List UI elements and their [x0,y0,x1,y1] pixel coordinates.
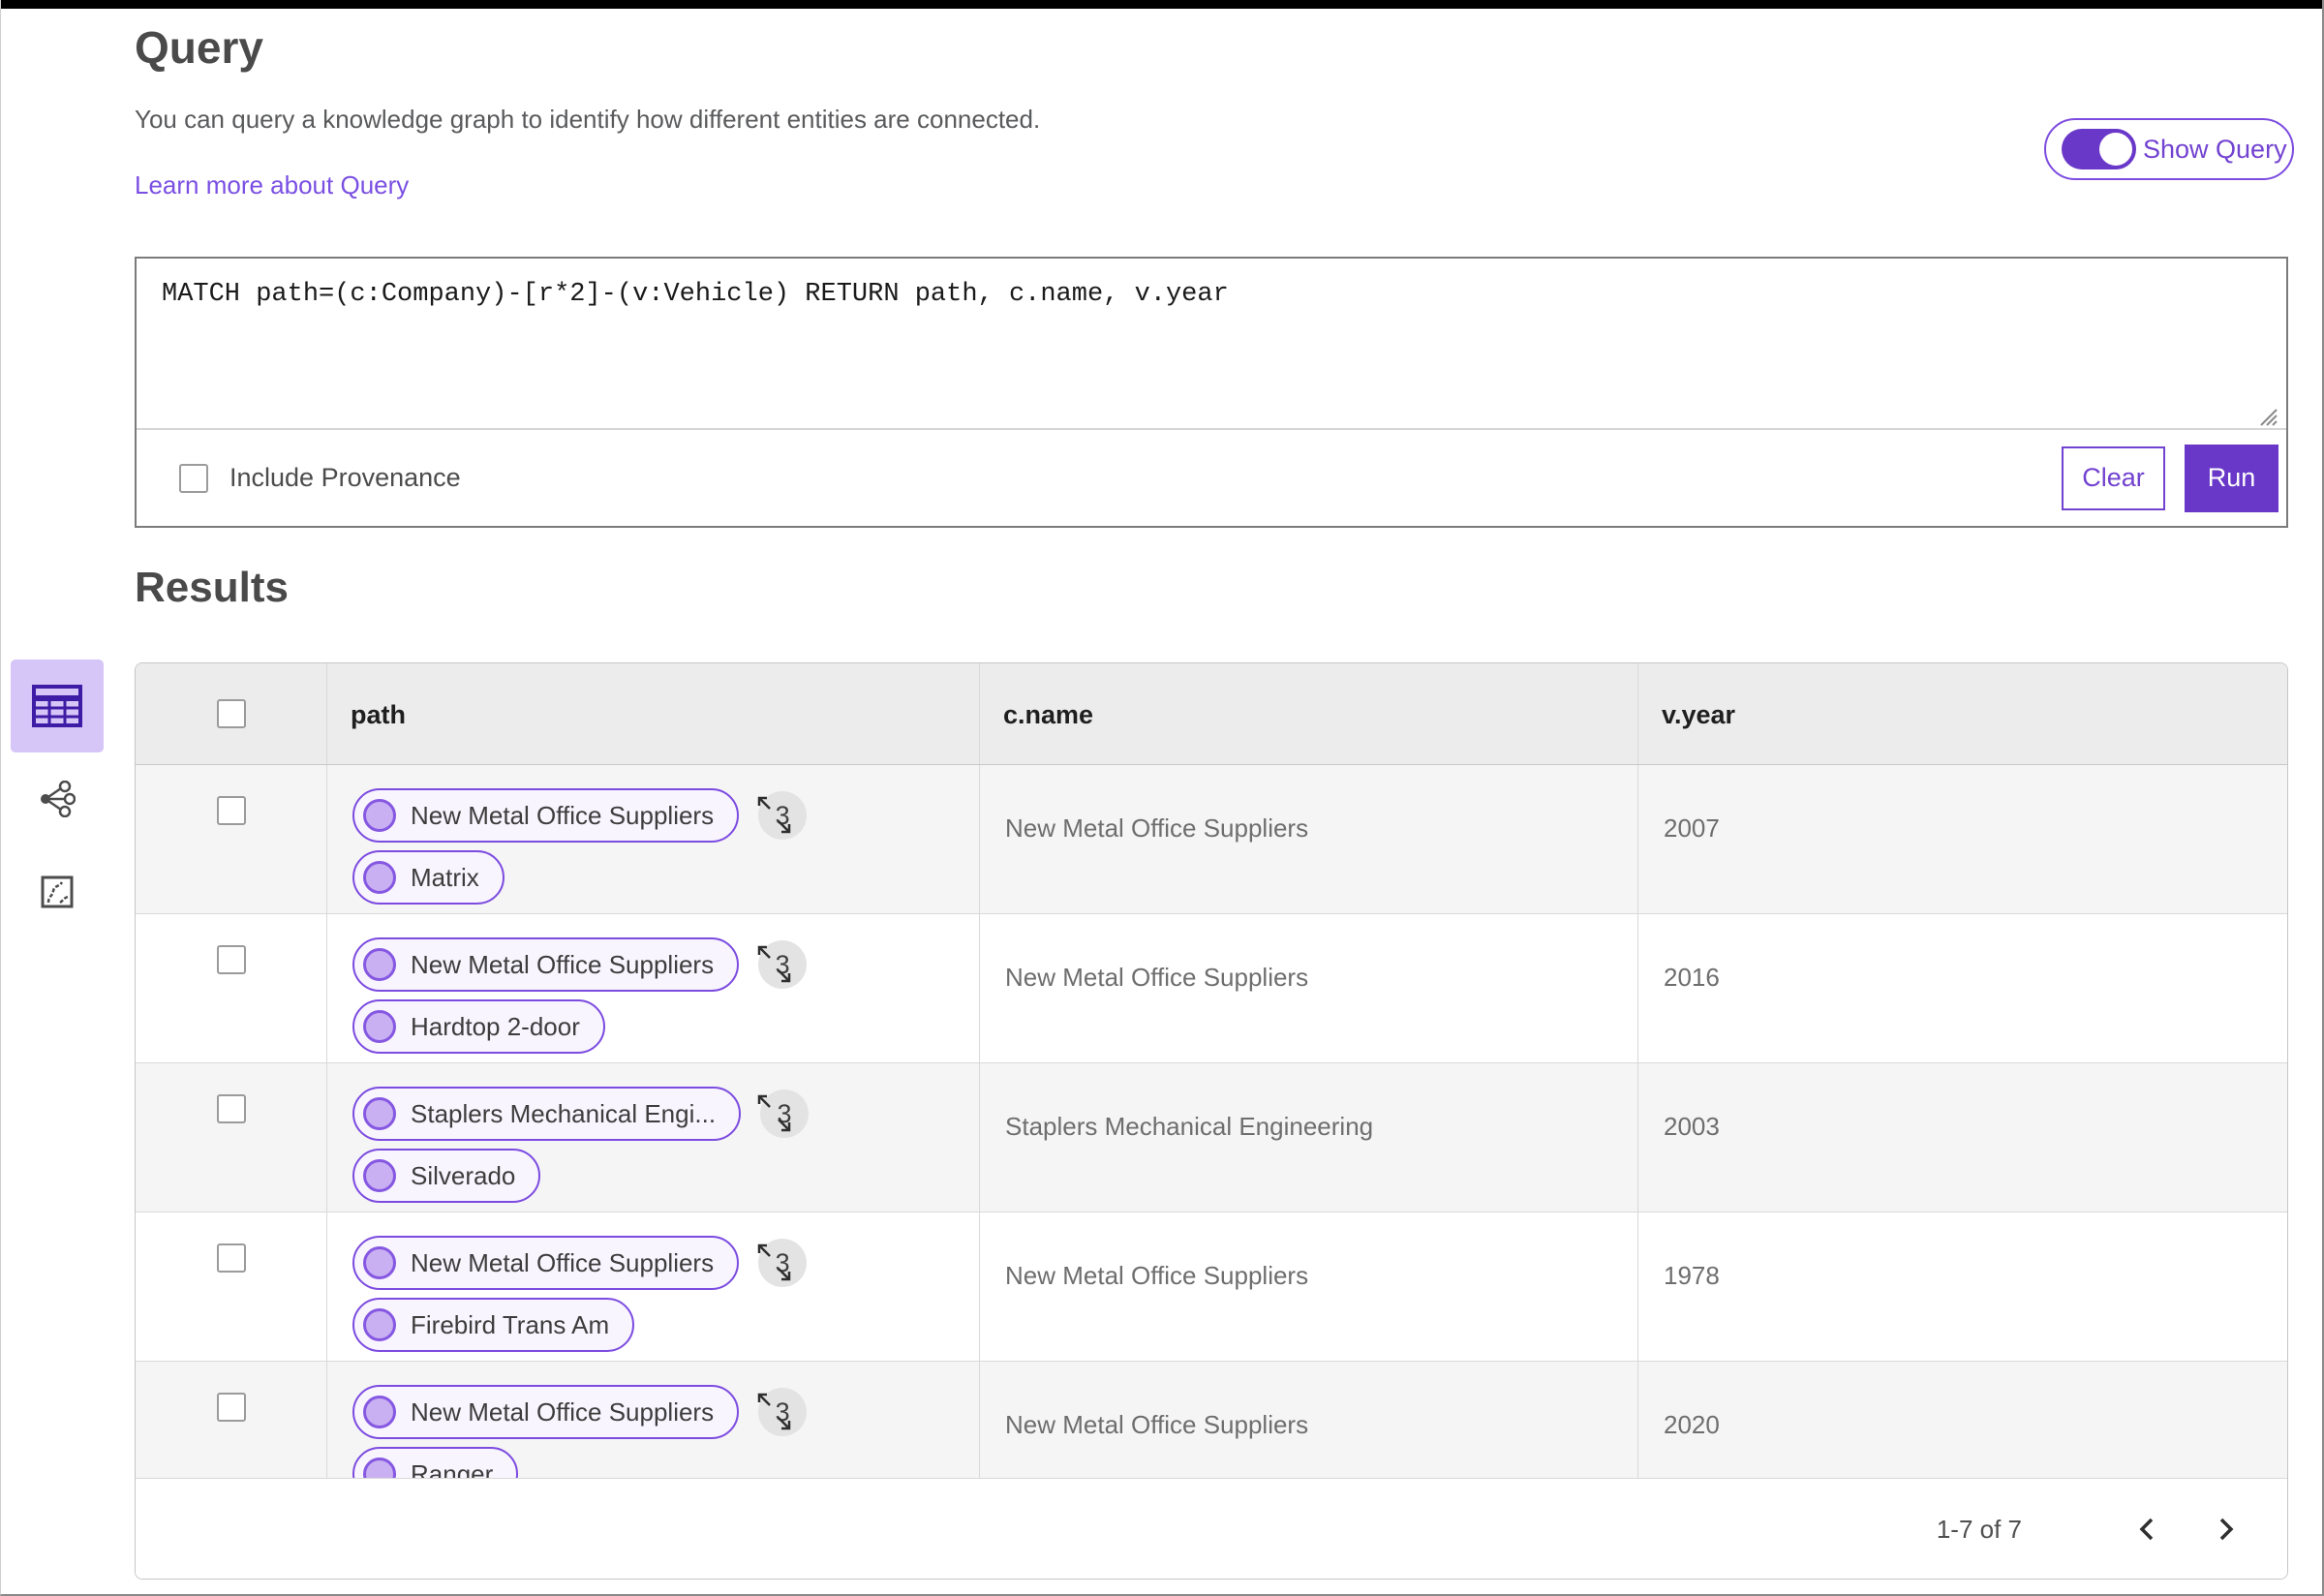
cname-cell: New Metal Office Suppliers [1005,1410,1309,1439]
column-header-cname: c.name [1003,700,1094,729]
show-query-label: Show Query [2143,134,2287,164]
row-checkbox[interactable] [216,1094,246,1123]
table-row: New Metal Office Suppliers 3 Hardtop 2-d… [136,914,2287,1063]
cname-cell: New Metal Office Suppliers [1005,813,1309,843]
toggle-knob [2095,129,2136,169]
path-node-pill[interactable]: Staplers Mechanical Engi... [352,1087,742,1141]
row-checkbox[interactable] [216,1393,246,1422]
column-header-vyear: v.year [1662,700,1736,729]
cname-cell: New Metal Office Suppliers [1005,1261,1309,1290]
route-map-icon [41,875,74,908]
cname-cell: New Metal Office Suppliers [1005,963,1309,992]
table-view-button[interactable] [11,660,104,752]
clear-button[interactable]: Clear [2062,445,2165,510]
vyear-cell: 2016 [1664,963,1720,992]
include-provenance-checkbox[interactable] [179,463,208,493]
table-body: New Metal Office Suppliers 3 Matrix New … [136,765,2287,1478]
pagination-label: 1-7 of 7 [1936,1514,2022,1544]
table-row: New Metal Office Suppliers 3 Ranger New … [136,1362,2287,1478]
view-switcher [11,660,104,938]
page-title: Query [135,22,263,73]
node-circle-icon [363,948,396,981]
table-row: Staplers Mechanical Engi... 3 Silverado … [136,1063,2287,1212]
vyear-cell: 2003 [1664,1112,1720,1141]
show-query-toggle[interactable]: Show Query [2044,118,2294,180]
path-node-pill[interactable]: Hardtop 2-door [352,999,605,1054]
expand-diagonal-arrows-icon[interactable] [753,1090,798,1139]
expand-diagonal-arrows-icon[interactable] [753,941,798,990]
query-editor-card: MATCH path=(c:Company)-[r*2]-(v:Vehicle)… [135,257,2288,528]
vyear-cell: 1978 [1664,1261,1720,1290]
path-node-pill[interactable]: Firebird Trans Am [352,1298,635,1352]
row-checkbox[interactable] [216,1243,246,1273]
graph-view-button[interactable] [11,752,104,845]
include-provenance-label: Include Provenance [229,463,461,492]
toggle-on-icon[interactable] [2062,129,2136,169]
node-circle-icon [363,1097,396,1130]
run-button[interactable]: Run [2185,444,2278,512]
table-row: New Metal Office Suppliers 3 Firebird Tr… [136,1212,2287,1362]
node-circle-icon [363,1396,396,1428]
select-all-checkbox[interactable] [216,699,246,728]
query-controls-bar: Include Provenance Clear Run [137,428,2286,526]
node-circle-icon [363,1159,396,1192]
table-header-row: path c.name v.year [136,663,2287,765]
cname-cell: Staplers Mechanical Engineering [1005,1112,1374,1141]
results-table-card: path c.name v.year New Metal Office Supp… [135,662,2288,1580]
node-circle-icon [363,1308,396,1341]
column-header-path: path [351,700,406,729]
path-node-pill[interactable]: New Metal Office Suppliers [352,937,740,992]
pagination-bar: 1-7 of 7 [136,1478,2287,1579]
row-checkbox[interactable] [216,945,246,974]
network-share-icon [39,781,76,817]
map-view-button[interactable] [11,845,104,938]
node-circle-icon [363,1246,396,1279]
learn-more-link[interactable]: Learn more about Query [135,170,410,200]
table-row: New Metal Office Suppliers 3 Matrix New … [136,765,2287,914]
textarea-resize-handle-icon[interactable] [2255,404,2278,427]
table-grid-icon [30,679,84,733]
expand-diagonal-arrows-icon[interactable] [753,1389,798,1437]
path-node-pill[interactable]: Ranger [352,1447,519,1478]
chevron-right-icon[interactable] [2204,1507,2248,1551]
vyear-cell: 2007 [1664,813,1720,843]
path-node-pill[interactable]: Matrix [352,850,505,905]
path-node-pill[interactable]: New Metal Office Suppliers [352,788,740,843]
vyear-cell: 2020 [1664,1410,1720,1439]
expand-diagonal-arrows-icon[interactable] [753,792,798,841]
node-circle-icon [363,1458,396,1478]
window-top-bar [1,0,2322,9]
node-circle-icon [363,1010,396,1043]
path-node-pill[interactable]: New Metal Office Suppliers [352,1385,740,1439]
results-title: Results [135,564,289,611]
expand-diagonal-arrows-icon[interactable] [753,1240,798,1288]
path-node-pill[interactable]: New Metal Office Suppliers [352,1236,740,1290]
page-description: You can query a knowledge graph to ident… [135,105,1041,134]
node-circle-icon [363,799,396,832]
chevron-left-icon[interactable] [2125,1507,2169,1551]
row-checkbox[interactable] [216,796,246,825]
query-input[interactable]: MATCH path=(c:Company)-[r*2]-(v:Vehicle)… [162,280,1229,309]
node-circle-icon [363,861,396,894]
path-node-pill[interactable]: Silverado [352,1149,541,1203]
